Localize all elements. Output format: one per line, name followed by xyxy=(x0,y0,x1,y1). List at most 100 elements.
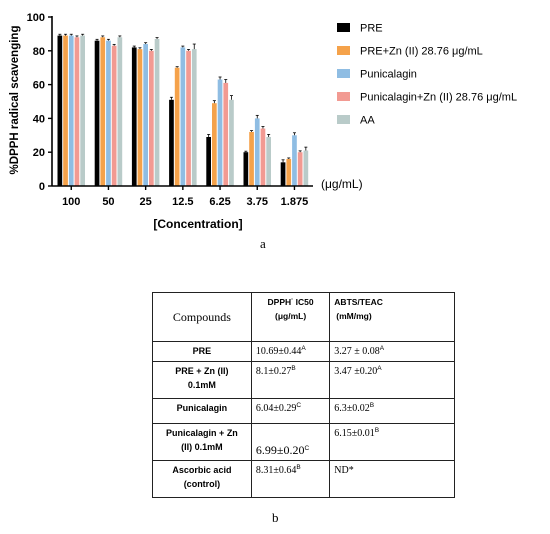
row-abts-sup: A xyxy=(377,365,382,372)
legend-swatch xyxy=(337,46,350,55)
y-tick-label: 100 xyxy=(27,12,45,24)
row-compound-name: PRE xyxy=(192,346,212,356)
row-dpph-value: 8.31±0.64 xyxy=(255,465,297,476)
bar xyxy=(297,152,303,186)
row-dpph-sup: A xyxy=(301,345,306,352)
row-dpph-value: 8.1±0.27 xyxy=(255,366,292,377)
bar xyxy=(292,135,297,186)
row-compound: PRE xyxy=(152,341,252,362)
y-tick-label: 0 xyxy=(39,181,45,193)
legend-label: PRE+Zn (II) 28.76 μg/mL xyxy=(360,46,483,58)
bar xyxy=(80,35,85,187)
row-abts: 3.47 ±0.20A xyxy=(329,361,455,399)
row-dpph: 8.31±0.64B xyxy=(250,460,331,498)
legend-swatch xyxy=(337,115,350,124)
table-row: Punicalagin 6.04±0.29C 6.3±0.02B xyxy=(152,398,455,424)
bar xyxy=(137,49,143,186)
row-abts-sup: A xyxy=(379,345,385,352)
bar xyxy=(68,35,74,187)
bar xyxy=(74,37,80,186)
row-dpph: 10.69±0.44A xyxy=(250,341,331,362)
header-compounds: Compounds xyxy=(152,292,252,342)
bar xyxy=(143,44,148,186)
row-compound-name-2: 0.1mM xyxy=(187,380,216,390)
x-tick-label: 12.5 xyxy=(172,196,193,208)
table-row: Ascorbic acid (control) 8.31±0.64B ND* xyxy=(152,460,455,498)
bar xyxy=(63,35,68,187)
table-row: Punicalagin + Zn (II) 0.1mM 6.99±0.20C 6.… xyxy=(152,423,455,461)
bar xyxy=(303,150,309,186)
bar xyxy=(217,79,223,186)
bar xyxy=(106,40,111,186)
bar xyxy=(180,47,186,186)
legend-label: AA xyxy=(360,115,375,127)
row-dpph: 8.1±0.27B xyxy=(250,361,331,399)
row-compound: Punicalagin xyxy=(152,398,252,424)
results-table: Compounds DPPH· IC50 (μg/mL) ABTS/TEAC (… xyxy=(152,292,455,498)
row-dpph-value: 6.99±0.20 xyxy=(255,443,305,457)
bar xyxy=(100,37,106,186)
row-abts-sup: B xyxy=(374,427,380,434)
row-compound-name-2: (II) 0.1mM xyxy=(181,442,223,452)
row-dpph: 6.99±0.20C xyxy=(250,423,331,461)
dpph-bar-chart: 0 20 40 60 80 100 100 50 25 12.5 6.25 3.75 1.875 PRE… xyxy=(9,12,517,231)
header-dpph-name: DPPH xyxy=(267,297,292,307)
header-dpph-unit: (μg/mL) xyxy=(275,311,307,321)
legend-label: Punicalagin+Zn (II) 28.76 μg/mL xyxy=(360,92,517,104)
header-abts: ABTS/TEAC (mM/mg) xyxy=(329,292,455,342)
x-tick-label: 100 xyxy=(62,196,80,208)
bar xyxy=(174,67,180,186)
bar xyxy=(94,40,100,186)
bar xyxy=(286,158,292,186)
row-abts: 6.3±0.02B xyxy=(329,398,455,424)
bar xyxy=(249,131,254,186)
table-row: PRE 10.69±0.44A 3.27 ± 0.08A xyxy=(152,341,455,362)
row-dpph-sup: B xyxy=(296,464,301,471)
header-dpph-ic50: IC50 xyxy=(293,297,314,307)
header-abts-name: ABTS/TEAC xyxy=(334,297,383,307)
x-tick-label: 1.875 xyxy=(281,196,309,208)
row-compound-name: PRE + Zn (II) xyxy=(175,366,229,376)
x-tick-label: 25 xyxy=(140,196,152,208)
bar xyxy=(266,136,271,186)
y-tick-label: 20 xyxy=(33,147,45,159)
x-tick-label: 50 xyxy=(102,196,114,208)
row-abts-sup: B xyxy=(369,402,375,409)
bar xyxy=(57,35,63,187)
row-dpph-value: 6.04±0.29 xyxy=(255,403,297,414)
bar xyxy=(111,45,117,187)
row-abts: ND* xyxy=(329,460,455,498)
row-dpph-sup: C xyxy=(296,402,302,409)
bar xyxy=(229,99,234,186)
row-compound-name: Ascorbic acid xyxy=(172,465,232,475)
header-abts-unit: (mM/mg) xyxy=(336,311,372,321)
x-axis-label: [Concentration] xyxy=(153,217,242,231)
legend-swatch xyxy=(337,69,350,78)
bar xyxy=(243,152,249,186)
y-tick-label: 80 xyxy=(33,46,45,58)
legend-label: PRE xyxy=(360,23,383,35)
row-compound-name-2: (control) xyxy=(183,479,221,489)
y-tick-label: 40 xyxy=(33,113,45,125)
x-tick-label: 6.25 xyxy=(209,196,230,208)
bar xyxy=(117,37,123,186)
row-compound-name: Punicalagin + Zn xyxy=(166,428,238,438)
row-abts-value: 3.47 ±0.20 xyxy=(334,366,378,377)
results-table-container: Compounds DPPH· IC50 (μg/mL) ABTS/TEAC (… xyxy=(152,292,455,498)
bar xyxy=(212,103,217,186)
bar xyxy=(191,49,197,186)
row-abts-value: 3.27 ± 0.08 xyxy=(334,346,380,357)
row-dpph-sup: B xyxy=(291,365,296,372)
y-tick-label: 60 xyxy=(33,80,45,92)
row-abts: 3.27 ± 0.08A xyxy=(329,341,455,362)
panel-b-label: b xyxy=(272,510,279,525)
row-compound-name: Punicalagin xyxy=(176,403,228,413)
header-dpph-dot: · xyxy=(291,296,294,304)
y-axis-label: %DPPH radical scavenging xyxy=(9,26,21,175)
row-abts-value: 6.3±0.02 xyxy=(334,403,370,414)
row-compound: Ascorbic acid (control) xyxy=(152,460,252,498)
legend-swatch xyxy=(337,23,350,32)
bar xyxy=(149,50,154,186)
row-abts-value: 6.15±0.01 xyxy=(334,428,375,439)
row-abts-value: ND* xyxy=(334,465,354,476)
